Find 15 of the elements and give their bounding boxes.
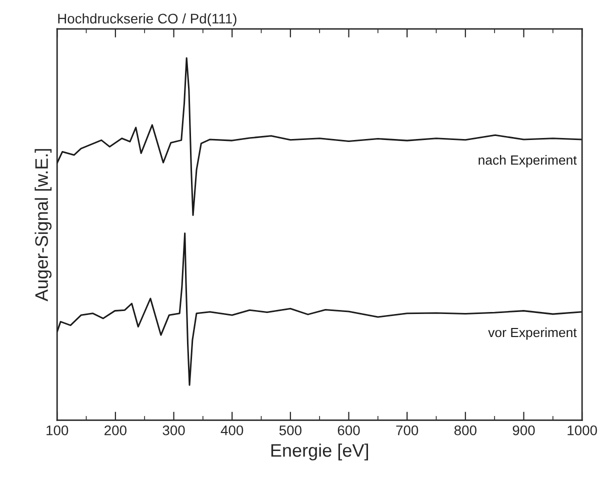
x-tick-label: 500 bbox=[279, 425, 302, 436]
x-axis-title: Energie [eV] bbox=[271, 444, 368, 460]
y-axis-title: Auger-Signal [w.E.] bbox=[34, 149, 52, 302]
x-tick-label: 400 bbox=[220, 425, 244, 436]
x-tick-label: 1000 bbox=[568, 425, 597, 436]
x-tick-label: 700 bbox=[396, 425, 418, 436]
x-tick-label: 600 bbox=[338, 425, 360, 436]
x-tick-label: 900 bbox=[512, 425, 535, 436]
series-label: nach Experiment bbox=[478, 155, 577, 168]
x-tick-label: 200 bbox=[104, 425, 126, 436]
series-label: vor Experiment bbox=[488, 327, 577, 340]
x-tick-label: 300 bbox=[162, 425, 185, 436]
x-tick-label: 100 bbox=[46, 425, 68, 436]
chart-title: Hochdruckserie CO / Pd(111) bbox=[58, 13, 236, 26]
x-tick-label: 800 bbox=[454, 425, 476, 436]
